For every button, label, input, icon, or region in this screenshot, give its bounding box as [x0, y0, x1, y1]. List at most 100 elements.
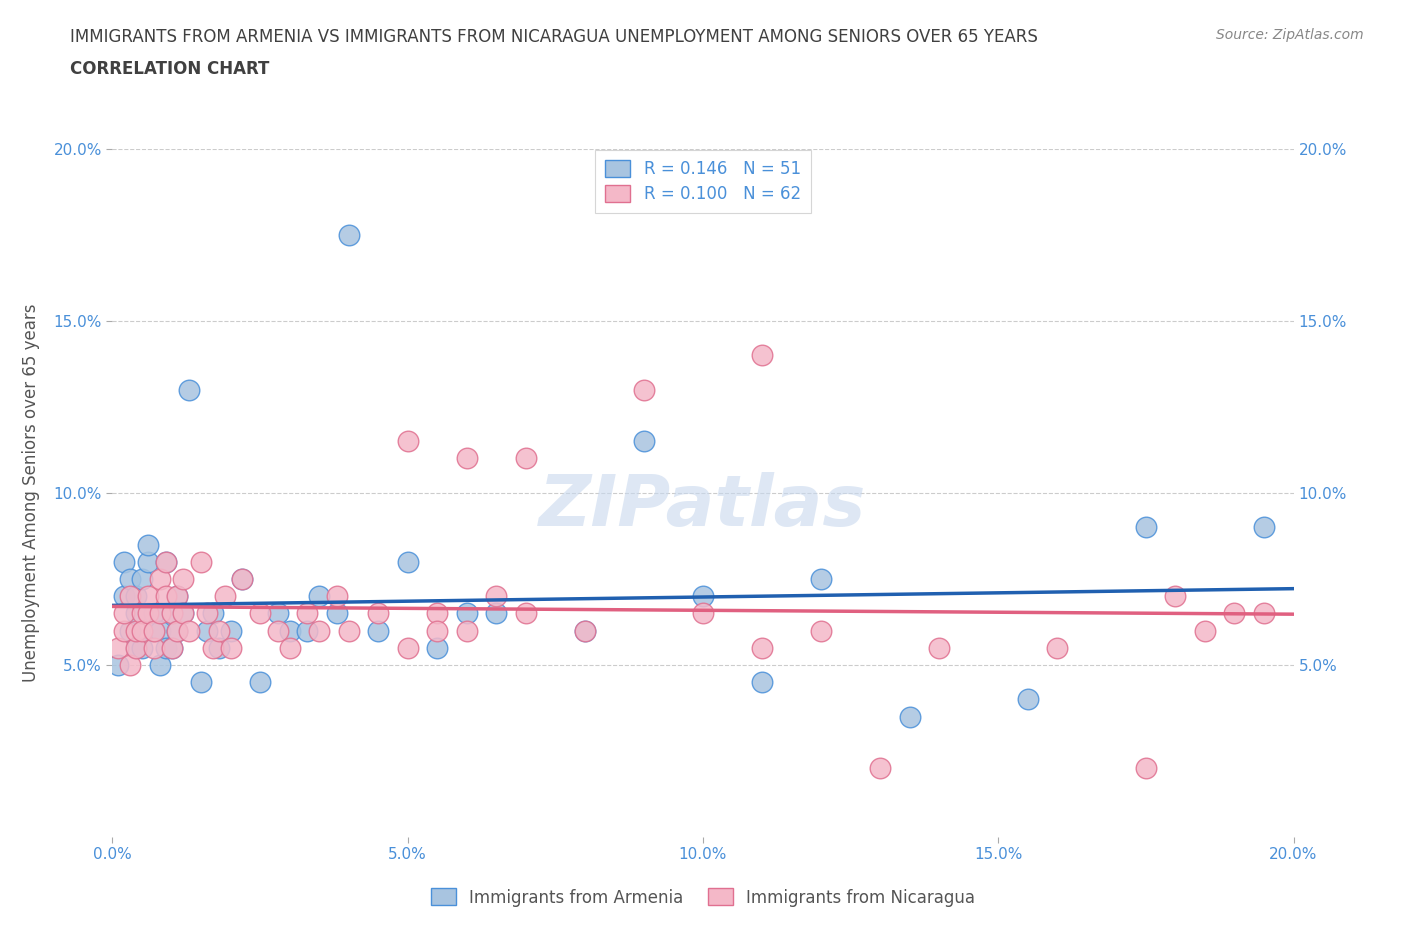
Point — [456, 606, 478, 621]
Point — [155, 554, 177, 569]
Point — [367, 623, 389, 638]
Point — [337, 228, 360, 243]
Point — [149, 658, 172, 672]
Point — [1223, 606, 1246, 621]
Point — [179, 382, 201, 397]
Point — [1253, 520, 1275, 535]
Point — [751, 675, 773, 690]
Point — [149, 606, 172, 621]
Point — [208, 623, 231, 638]
Point — [142, 606, 165, 621]
Point — [810, 572, 832, 587]
Point — [214, 589, 236, 604]
Legend: Immigrants from Armenia, Immigrants from Nicaragua: Immigrants from Armenia, Immigrants from… — [423, 882, 983, 913]
Point — [267, 606, 290, 621]
Point — [231, 572, 253, 587]
Point — [1135, 520, 1157, 535]
Point — [396, 641, 419, 656]
Point — [172, 572, 194, 587]
Point — [326, 589, 349, 604]
Point — [201, 606, 224, 621]
Point — [120, 623, 142, 638]
Point — [155, 554, 177, 569]
Point — [485, 606, 508, 621]
Point — [142, 623, 165, 638]
Point — [125, 641, 148, 656]
Point — [267, 623, 290, 638]
Point — [751, 641, 773, 656]
Point — [692, 589, 714, 604]
Point — [131, 572, 153, 587]
Text: IMMIGRANTS FROM ARMENIA VS IMMIGRANTS FROM NICARAGUA UNEMPLOYMENT AMONG SENIORS : IMMIGRANTS FROM ARMENIA VS IMMIGRANTS FR… — [70, 28, 1038, 46]
Point — [136, 554, 159, 569]
Text: Source: ZipAtlas.com: Source: ZipAtlas.com — [1216, 28, 1364, 42]
Y-axis label: Unemployment Among Seniors over 65 years: Unemployment Among Seniors over 65 years — [22, 304, 39, 682]
Point — [201, 641, 224, 656]
Point — [155, 589, 177, 604]
Point — [166, 623, 188, 638]
Point — [456, 623, 478, 638]
Point — [426, 623, 449, 638]
Point — [131, 623, 153, 638]
Point — [107, 658, 129, 672]
Point — [125, 606, 148, 621]
Point — [1164, 589, 1187, 604]
Point — [125, 623, 148, 638]
Point — [149, 572, 172, 587]
Point — [249, 675, 271, 690]
Point — [120, 589, 142, 604]
Point — [112, 606, 135, 621]
Point — [751, 348, 773, 363]
Point — [131, 641, 153, 656]
Point — [142, 641, 165, 656]
Point — [190, 554, 212, 569]
Point — [396, 434, 419, 449]
Point — [249, 606, 271, 621]
Point — [190, 675, 212, 690]
Point — [396, 554, 419, 569]
Point — [219, 623, 242, 638]
Point — [142, 623, 165, 638]
Point — [574, 623, 596, 638]
Point — [112, 623, 135, 638]
Text: ZIPatlas: ZIPatlas — [540, 472, 866, 541]
Point — [120, 658, 142, 672]
Point — [367, 606, 389, 621]
Point — [869, 761, 891, 776]
Point — [125, 641, 148, 656]
Point — [426, 641, 449, 656]
Point — [136, 589, 159, 604]
Point — [166, 589, 188, 604]
Point — [125, 589, 148, 604]
Point — [166, 589, 188, 604]
Point — [1253, 606, 1275, 621]
Point — [1017, 692, 1039, 707]
Point — [1046, 641, 1069, 656]
Point — [136, 606, 159, 621]
Point — [166, 623, 188, 638]
Point — [515, 451, 537, 466]
Point — [149, 623, 172, 638]
Point — [208, 641, 231, 656]
Point — [107, 641, 129, 656]
Point — [278, 641, 301, 656]
Point — [692, 606, 714, 621]
Point — [308, 589, 330, 604]
Point — [278, 623, 301, 638]
Point — [574, 623, 596, 638]
Point — [160, 641, 183, 656]
Legend: R = 0.146   N = 51, R = 0.100   N = 62: R = 0.146 N = 51, R = 0.100 N = 62 — [595, 151, 811, 213]
Point — [485, 589, 508, 604]
Point — [195, 606, 218, 621]
Point — [810, 623, 832, 638]
Point — [120, 572, 142, 587]
Point — [515, 606, 537, 621]
Point — [160, 641, 183, 656]
Point — [426, 606, 449, 621]
Point — [1135, 761, 1157, 776]
Point — [633, 434, 655, 449]
Point — [297, 623, 319, 638]
Point — [160, 606, 183, 621]
Point — [308, 623, 330, 638]
Text: CORRELATION CHART: CORRELATION CHART — [70, 60, 270, 78]
